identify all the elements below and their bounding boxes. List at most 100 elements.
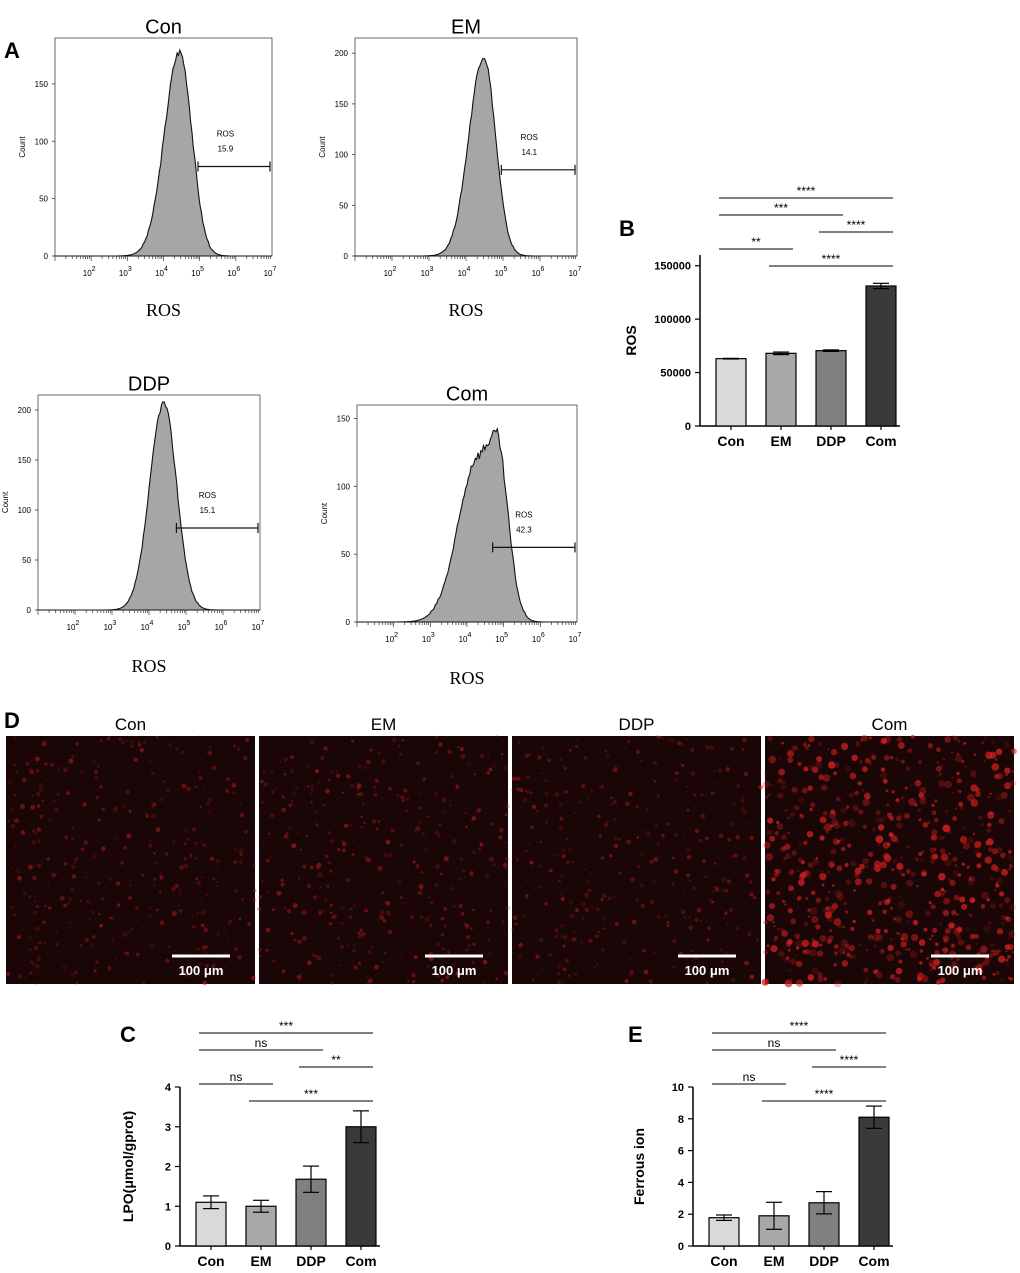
fluorescent-cell bbox=[781, 785, 786, 789]
fluorescent-cell bbox=[968, 877, 973, 881]
fluorescent-cell bbox=[25, 761, 30, 766]
fluorescent-cell bbox=[867, 909, 873, 915]
fluorescent-cell bbox=[92, 759, 96, 763]
fluorescent-cell bbox=[107, 965, 112, 971]
fluorescent-cell bbox=[807, 915, 811, 918]
fluorescent-cell bbox=[817, 742, 822, 746]
fluorescent-cell bbox=[636, 941, 639, 944]
fluorescent-cell bbox=[810, 802, 816, 808]
fluorescent-cell bbox=[253, 888, 257, 893]
fluorescent-cell bbox=[837, 893, 844, 901]
fluorescent-cell bbox=[10, 823, 16, 829]
fluorescent-cell bbox=[688, 879, 691, 882]
fluorescent-cell bbox=[755, 938, 759, 942]
fluorescent-cell bbox=[824, 823, 832, 831]
fluorescent-cell bbox=[851, 754, 858, 761]
fluorescent-cell bbox=[523, 797, 528, 802]
fluorescent-cell bbox=[34, 935, 37, 938]
fluorescent-cell bbox=[346, 774, 351, 779]
fluorescent-cell bbox=[965, 944, 972, 951]
fluorescent-cell bbox=[1004, 782, 1011, 790]
fluorescent-cell bbox=[437, 833, 441, 838]
fluorescent-cell bbox=[791, 786, 798, 793]
fluorescent-cell bbox=[424, 834, 428, 838]
fluorescent-cell bbox=[575, 908, 579, 913]
fluorescent-cell bbox=[32, 963, 35, 966]
fluorescent-cell bbox=[10, 807, 14, 811]
y-tick-label: 50000 bbox=[660, 368, 691, 380]
fluorescent-cell bbox=[99, 785, 103, 789]
fluorescent-cell bbox=[21, 831, 25, 836]
fluorescent-cell bbox=[315, 865, 321, 870]
fluorescent-cell bbox=[290, 931, 294, 936]
fluorescent-cell bbox=[605, 895, 607, 898]
fluorescent-cell bbox=[417, 806, 421, 810]
fluorescent-cell bbox=[718, 833, 724, 838]
fluorescent-cell bbox=[352, 943, 356, 947]
fluorescent-cell bbox=[310, 865, 314, 870]
fluorescent-cell bbox=[73, 970, 78, 975]
fluorescent-cell bbox=[210, 909, 213, 912]
fluorescent-cell bbox=[323, 746, 328, 751]
fluorescent-cell bbox=[333, 914, 337, 918]
fluorescent-cell bbox=[199, 805, 202, 808]
fluorescent-cell bbox=[347, 944, 350, 947]
fluorescent-cell bbox=[59, 895, 65, 901]
fluorescent-cell bbox=[927, 821, 930, 824]
fluorescent-cell bbox=[904, 813, 910, 819]
fluorescent-cell bbox=[956, 753, 959, 756]
fluorescent-cell bbox=[493, 765, 496, 768]
fluorescent-cell bbox=[821, 784, 828, 791]
fluorescent-cell bbox=[854, 867, 862, 875]
fluorescent-cell bbox=[265, 948, 269, 952]
y-tick-label: 6 bbox=[678, 1146, 684, 1158]
fluorescent-cell bbox=[98, 912, 101, 916]
fluorescent-cell bbox=[930, 834, 938, 841]
histogram-area bbox=[357, 427, 577, 623]
fluorescent-cell bbox=[781, 930, 788, 937]
fluorescent-cell bbox=[314, 769, 320, 774]
fluorescent-cell bbox=[948, 878, 951, 881]
fluorescent-cell bbox=[964, 765, 968, 769]
fluorescent-cell bbox=[811, 915, 819, 924]
fluorescent-cell bbox=[790, 978, 793, 980]
fluorescent-cell bbox=[985, 751, 993, 760]
fluorescent-cell bbox=[804, 745, 809, 750]
fluorescent-cell bbox=[148, 913, 152, 918]
x-tick-exp: 2 bbox=[92, 266, 96, 273]
fluorescent-cell bbox=[721, 877, 726, 882]
fluorescent-cell bbox=[560, 923, 565, 928]
fluorescent-cell bbox=[808, 735, 815, 743]
histogram-area bbox=[55, 48, 272, 257]
fluorescent-cell bbox=[338, 964, 340, 966]
fluorescent-cell bbox=[343, 823, 349, 829]
fluorescent-cell bbox=[871, 754, 877, 760]
fluorescent-cell bbox=[917, 808, 921, 812]
fluorescent-cell bbox=[735, 835, 740, 840]
fluorescent-cell bbox=[928, 963, 932, 967]
fluorescent-cell bbox=[831, 863, 835, 868]
x-tick-base: 10 bbox=[104, 623, 113, 632]
fluorescent-cell bbox=[498, 835, 503, 840]
fluorescent-cell bbox=[808, 744, 811, 747]
gate-value: 14.1 bbox=[522, 148, 538, 157]
fluorescent-cell bbox=[742, 795, 745, 798]
fluorescent-cell bbox=[534, 747, 536, 749]
fluorescent-cell bbox=[165, 958, 170, 963]
fluorescent-cell bbox=[921, 850, 925, 854]
fluorescent-cell bbox=[914, 803, 918, 807]
fluorescent-cell bbox=[713, 769, 717, 772]
fluorescent-cell bbox=[919, 793, 926, 801]
fluorescent-cell bbox=[350, 907, 353, 911]
fluorescent-cell bbox=[330, 981, 334, 985]
fluorescent-cell bbox=[84, 937, 89, 943]
fluorescent-cell bbox=[560, 873, 564, 878]
fluorescent-cell bbox=[419, 920, 422, 923]
fluorescent-cell bbox=[604, 749, 607, 753]
fluorescent-cell bbox=[750, 974, 755, 979]
fluorescent-cell bbox=[884, 735, 892, 744]
fluorescent-cell bbox=[845, 805, 850, 809]
fluorescent-cell bbox=[939, 764, 944, 769]
